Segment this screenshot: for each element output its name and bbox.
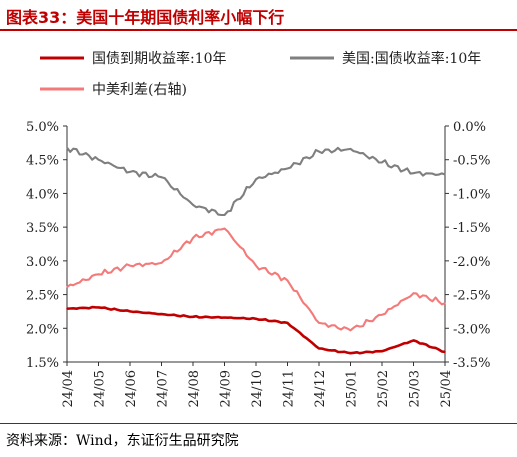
series-2-point — [381, 161, 383, 164]
series-1-point — [286, 322, 289, 324]
series-line-1 — [66, 305, 446, 355]
x-tick-label: 25/02 — [376, 370, 391, 407]
legend-label-3: 中美利差(右轴) — [92, 82, 187, 98]
x-tick-label: 25/03 — [408, 370, 423, 407]
series-1-point — [66, 307, 68, 310]
series-layer — [66, 146, 446, 355]
x-tick-label: 24/05 — [93, 370, 108, 407]
series-3-point — [192, 237, 194, 239]
right-tick-label: -1.5% — [453, 221, 490, 236]
left-tick-label: 4.0% — [26, 187, 59, 202]
x-tick-label: 25/01 — [345, 370, 360, 407]
series-1-point — [444, 351, 446, 353]
series-3-point — [444, 302, 446, 305]
series-line-2 — [66, 146, 446, 217]
bottom-rule — [0, 423, 517, 424]
title-rule — [0, 29, 517, 31]
series-1-point — [160, 313, 163, 315]
right-tick-label: 0.0% — [453, 120, 486, 135]
left-tick-label: 5.0% — [26, 120, 59, 135]
series-1-point — [412, 339, 415, 342]
left-tick-label: 4.5% — [26, 154, 59, 169]
right-tick-label: -3.5% — [453, 356, 490, 371]
series-3-point — [255, 264, 257, 267]
series-2-point — [255, 178, 257, 181]
series-2-point — [66, 146, 68, 149]
series-1-point — [129, 310, 131, 313]
right-tick-label: -2.0% — [453, 255, 490, 270]
chart-title: 图表33：美国十年期国债利率小幅下行 — [6, 8, 285, 27]
series-1-point — [223, 316, 226, 319]
series-1-point — [381, 350, 383, 353]
series-3-point — [129, 264, 131, 267]
left-tick-label: 2.0% — [26, 322, 59, 337]
right-tick-label: -3.0% — [453, 322, 490, 337]
series-3-point — [97, 273, 100, 276]
x-tick-label: 24/06 — [124, 370, 139, 407]
series-2-point — [444, 173, 446, 176]
series-3-point — [286, 279, 289, 282]
series-3-point — [349, 329, 352, 332]
x-tick-label: 24/04 — [61, 370, 76, 407]
series-3-point — [223, 227, 226, 230]
left-tick-label: 3.5% — [26, 221, 59, 236]
series-1-point — [97, 306, 100, 309]
right-tick-label: -1.0% — [453, 187, 490, 202]
x-tick-label: 24/08 — [187, 370, 202, 407]
series-2-point — [97, 158, 100, 161]
x-tick-label: 24/11 — [282, 370, 297, 407]
series-line-3 — [66, 227, 446, 332]
series-2-point — [349, 148, 352, 150]
left-tick-label: 2.5% — [26, 289, 59, 304]
x-tick-label: 24/09 — [219, 370, 234, 407]
x-tick-label: 25/04 — [439, 370, 454, 407]
series-3-point — [381, 314, 383, 316]
series-1-point — [192, 316, 194, 318]
left-tick-label: 3.0% — [26, 255, 59, 270]
series-3-point — [66, 286, 68, 288]
x-tick-label: 24/10 — [250, 370, 265, 407]
x-tick-label: 24/07 — [156, 370, 171, 407]
series-2-point — [223, 214, 226, 216]
series-2-point — [412, 172, 415, 174]
series-2-point — [318, 150, 320, 153]
series-3-point — [412, 292, 415, 295]
right-tick-label: -0.5% — [453, 154, 490, 169]
series-3-point — [318, 322, 320, 324]
series-1-point — [349, 352, 352, 355]
series-3-point — [160, 262, 163, 264]
legend-label-1: 国债到期收益率:10年 — [92, 50, 227, 67]
x-tick-label: 24/12 — [313, 370, 328, 407]
source-text: 资料来源：Wind，东证衍生品研究院 — [6, 433, 239, 449]
left-tick-label: 1.5% — [26, 356, 59, 371]
legend-label-2: 美国:国债收益率:10年 — [342, 50, 481, 67]
series-1-point — [318, 347, 320, 350]
series-2-point — [192, 204, 194, 206]
series-2-point — [286, 167, 289, 170]
series-1-point — [255, 318, 257, 320]
axes: 1.5% 2.0% 2.5% 3.0% 3.5% 4.0% 4.5% 5.0% -3.5% -3.… — [26, 120, 490, 407]
series-2-point — [129, 171, 131, 173]
right-tick-label: -2.5% — [453, 289, 490, 304]
series-2-point — [160, 176, 163, 179]
